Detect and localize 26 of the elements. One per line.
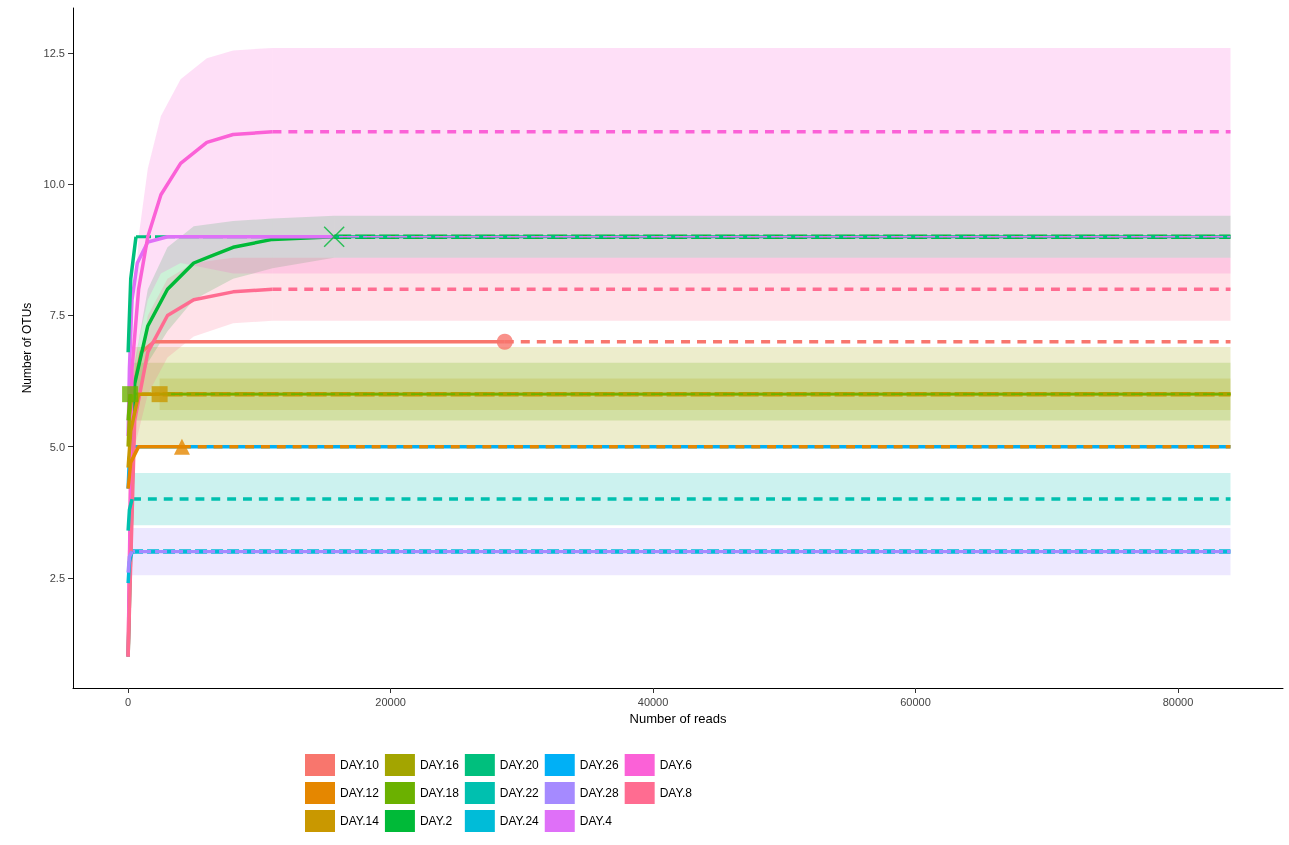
legend-label: DAY.6 xyxy=(659,758,693,772)
x-tick-label: 80000 xyxy=(1162,695,1194,708)
legend-label: DAY.28 xyxy=(579,786,619,800)
x-tick-label: 40000 xyxy=(637,695,669,708)
legend-label: DAY.18 xyxy=(419,786,460,800)
x-tick-label: 0 xyxy=(125,695,132,708)
legend-label: DAY.24 xyxy=(499,814,540,828)
legend-label: DAY.10 xyxy=(340,758,380,772)
y-tick-label: 5.0 xyxy=(49,440,65,453)
y-tick-label: 10.0 xyxy=(43,178,65,191)
x-tick-label: 20000 xyxy=(375,695,406,708)
y-axis-title: Number of OTUs xyxy=(19,302,34,394)
y-tick-label: 12.5 xyxy=(43,47,65,60)
x-axis-title: Number of reads xyxy=(629,711,727,726)
legend-label: DAY.22 xyxy=(499,786,540,800)
legend-label: DAY.4 xyxy=(579,814,613,828)
legend-label: DAY.20 xyxy=(499,758,540,772)
legend-label: DAY.14 xyxy=(340,814,380,828)
legend-label: DAY.16 xyxy=(419,758,460,772)
y-tick-label: 2.5 xyxy=(49,571,65,584)
legend-label: DAY.12 xyxy=(340,786,380,800)
legend-label: DAY.26 xyxy=(579,758,619,772)
y-tick-label: 7.5 xyxy=(49,309,65,322)
legend-label: DAY.8 xyxy=(659,786,693,800)
legend-label: DAY.2 xyxy=(419,814,453,828)
x-tick-label: 60000 xyxy=(900,695,931,708)
